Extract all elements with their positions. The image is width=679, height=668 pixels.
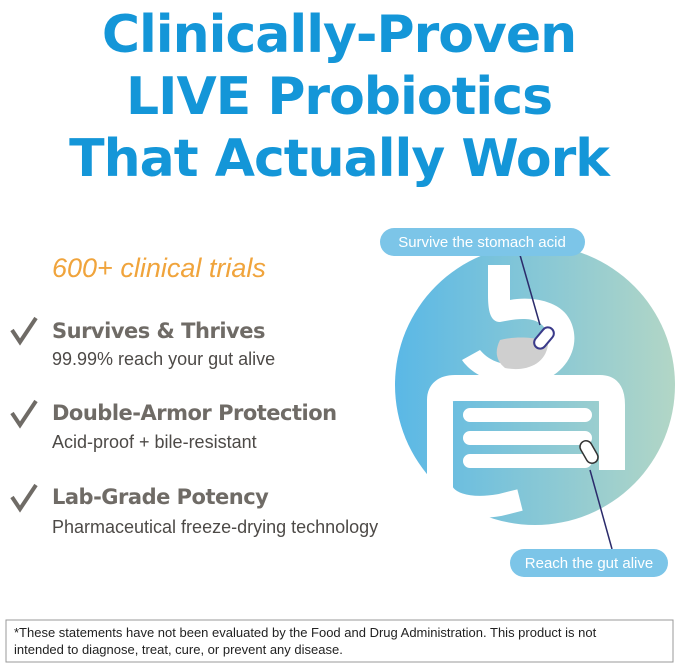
- bottom-label: Reach the gut alive: [525, 555, 653, 572]
- gut-diagram: Survive the stomach acid Reach the gut a…: [380, 228, 675, 577]
- capsule: [533, 326, 555, 350]
- feature: Double-Armor Protection Acid-proof + bil…: [10, 399, 337, 452]
- feature-title: Survives & Thrives: [52, 319, 265, 343]
- feature-title: Lab-Grade Potency: [52, 485, 269, 509]
- colon: [429, 478, 523, 518]
- disclaimer-line: *These statements have not been evaluate…: [14, 625, 597, 640]
- title-line: That Actually Work: [69, 129, 611, 189]
- stomach: [462, 265, 575, 385]
- check-icon: [10, 399, 38, 429]
- title-line: Clinically-Proven: [102, 5, 576, 65]
- feature-detail: Acid-proof + bile-resistant: [52, 432, 257, 452]
- feature: Survives & Thrives 99.99% reach your gut…: [10, 316, 275, 369]
- disclaimer-box: [5, 619, 674, 663]
- label-pill: [510, 549, 668, 577]
- disclaimer-line: intended to diagnose, treat, cure, or pr…: [14, 642, 343, 657]
- title-line: LIVE Probiotics: [126, 67, 552, 127]
- capsule: [579, 440, 599, 464]
- feature-detail: 99.99% reach your gut alive: [52, 349, 275, 369]
- label-pill: [380, 228, 585, 256]
- feature: Lab-Grade Potency Pharmaceutical freeze-…: [10, 483, 378, 537]
- check-icon: [10, 316, 38, 346]
- pointer-line: [519, 254, 541, 326]
- feature-detail: Pharmaceutical freeze-drying technology: [52, 517, 378, 537]
- top-label: Survive the stomach acid: [398, 234, 566, 251]
- check-icon: [10, 483, 38, 513]
- highlight: 600+ clinical trials: [52, 253, 266, 283]
- small-intestine: [463, 408, 592, 468]
- pointer-line: [589, 469, 613, 550]
- feature-title: Double-Armor Protection: [52, 401, 337, 425]
- large-intestine: [427, 375, 625, 520]
